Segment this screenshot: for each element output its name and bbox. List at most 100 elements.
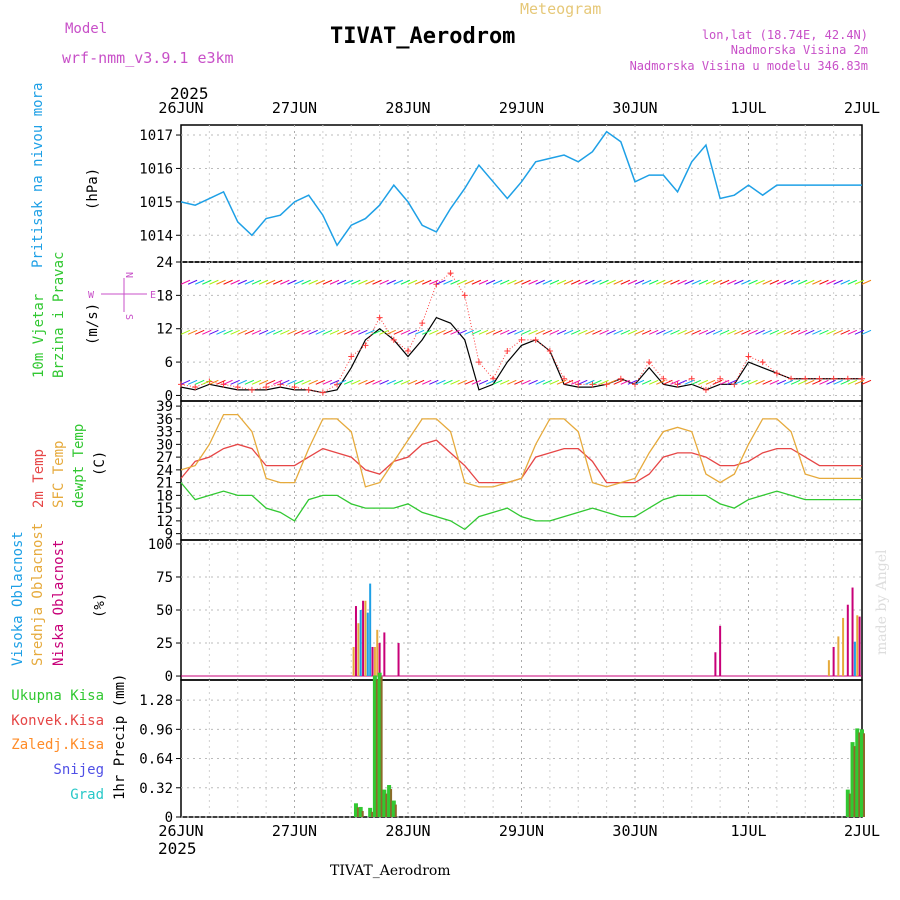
wind-barb: [251, 329, 262, 335]
wind-barb: [606, 329, 616, 335]
wind-barb: [656, 329, 666, 335]
wind-barb: [280, 329, 290, 335]
model-name: wrf-nmm_v3.9.1 e3km: [62, 49, 234, 67]
wind-barb: [783, 279, 794, 285]
cloud-bar-mid: [364, 600, 367, 677]
wind-barb: [734, 329, 744, 335]
wind-barb: [443, 379, 453, 385]
pressure-line: [180, 130, 862, 247]
temp-unit: (C): [92, 451, 108, 476]
wind-barb: [421, 379, 432, 385]
wind-barb: [762, 379, 772, 385]
wind-barb: [627, 329, 638, 335]
wind-barb: [202, 379, 212, 385]
time-tick-top: 27JUN: [272, 99, 317, 117]
wind-barb: [351, 279, 361, 285]
wind-barb: [741, 329, 751, 335]
wind-barb: [379, 279, 389, 285]
wind-barb: [719, 279, 730, 285]
precip-bar: [391, 800, 396, 817]
wind-barb: [819, 379, 829, 385]
wind-barb: [570, 379, 581, 385]
wind-barb: [620, 379, 631, 385]
wind-panel: 0 6 12 18 24: [156, 255, 872, 404]
wind-barb: [258, 279, 269, 285]
legend-snow: Snijeg: [53, 762, 104, 778]
wind-barb: [180, 379, 191, 385]
wind-barb: [847, 329, 858, 335]
wind-barb: [727, 329, 737, 335]
wind-barb: [741, 279, 751, 285]
wind-barb: [237, 379, 247, 385]
precip-bar: [372, 675, 377, 817]
wind-barb: [365, 329, 375, 335]
wind-barb: [521, 379, 531, 385]
wind-barb: [287, 279, 297, 285]
wind-barb: [684, 329, 694, 335]
wind-barb: [613, 279, 623, 285]
wind-barb: [578, 379, 588, 385]
wind-barb: [209, 379, 219, 385]
precip-bar-conv: [375, 679, 378, 817]
wind-barb: [308, 329, 318, 335]
wind-barb: [812, 279, 822, 285]
wind-barb: [315, 329, 325, 335]
compass-s: S: [123, 314, 134, 320]
y-tick-label: 18: [156, 488, 173, 504]
wind-barb: [677, 329, 687, 335]
wind-barb: [535, 379, 545, 385]
precip-bar-conv: [394, 804, 397, 817]
wind-barb: [343, 279, 354, 285]
legend-total-rain: Ukupna Kisa: [11, 688, 104, 704]
precip-bar: [368, 807, 373, 817]
station-title: TIVAT_Aerodrom: [330, 24, 515, 49]
wind-barb: [663, 329, 673, 335]
wind-barb: [365, 379, 375, 385]
y-tick-label: 0.64: [139, 752, 173, 768]
wind-barb: [663, 279, 673, 285]
time-tick-bottom: 27JUN: [272, 822, 317, 840]
wind-barb: [563, 379, 574, 385]
precip-panel: 0 0.32 0.64 0.96 1.28: [139, 672, 865, 826]
wind-barb: [443, 279, 453, 285]
wind-barb: [393, 329, 404, 335]
wind-barb: [670, 379, 680, 385]
wind-barb: [797, 279, 808, 285]
wind-barb: [237, 279, 247, 285]
precip-bar-conv: [380, 676, 383, 817]
footer-station: TIVAT_Aerodrom: [330, 863, 451, 879]
wind-barb: [209, 329, 219, 335]
wind-barb: [450, 329, 460, 335]
wind-barb: [202, 329, 212, 335]
wind-barb: [258, 379, 269, 385]
cloud-bar-mid: [837, 636, 840, 677]
y-tick-label: 25: [156, 636, 173, 652]
cloud-bar-low: [354, 606, 357, 677]
cloud-bar-low: [378, 643, 381, 677]
time-tick-bottom: 28JUN: [385, 822, 430, 840]
precip-bar-conv: [361, 810, 364, 817]
wind-barb: [457, 279, 467, 285]
wind-barb: [464, 279, 474, 285]
wind-speed-point: [475, 359, 482, 366]
wind-barb: [400, 329, 411, 335]
wind-barb: [216, 379, 226, 385]
precip-bar-conv: [848, 793, 851, 817]
wind-barb: [592, 279, 602, 285]
wind-barb: [549, 329, 560, 335]
wind-barb: [734, 279, 744, 285]
y-tick-label: 9: [165, 527, 173, 543]
wind-barb: [570, 279, 581, 285]
wind-barb: [599, 279, 609, 285]
cloud-bar-mid: [352, 646, 355, 677]
cloud-bar-low: [383, 632, 386, 677]
wind-barb: [769, 329, 779, 335]
y-tick-label: 24: [156, 255, 173, 271]
precip-bar-conv: [390, 789, 393, 817]
wind-barb: [223, 329, 233, 335]
wind-barb: [634, 279, 645, 285]
wind-barb: [741, 379, 751, 385]
wind-barb: [500, 329, 510, 335]
y-tick-label: 1014: [139, 228, 173, 244]
